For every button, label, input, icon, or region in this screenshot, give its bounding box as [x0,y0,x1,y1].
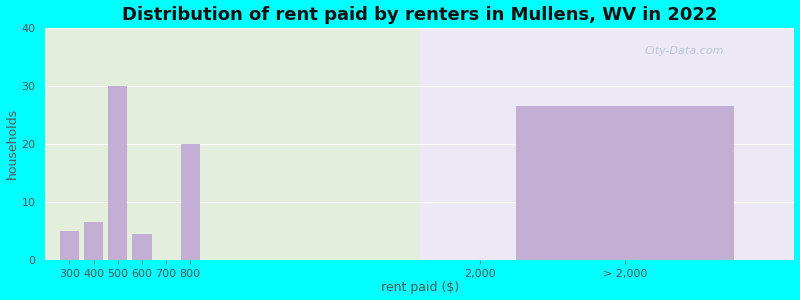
Bar [60,231,79,260]
Bar [181,144,200,260]
X-axis label: rent paid ($): rent paid ($) [381,281,459,294]
Bar [517,106,734,260]
Bar [108,86,127,260]
Text: City-Data.com: City-Data.com [645,46,724,56]
Bar [45,28,420,260]
Bar [420,28,794,260]
Title: Distribution of rent paid by renters in Mullens, WV in 2022: Distribution of rent paid by renters in … [122,6,718,24]
Bar [84,222,103,260]
Y-axis label: households: households [6,108,18,179]
Bar [132,234,151,260]
